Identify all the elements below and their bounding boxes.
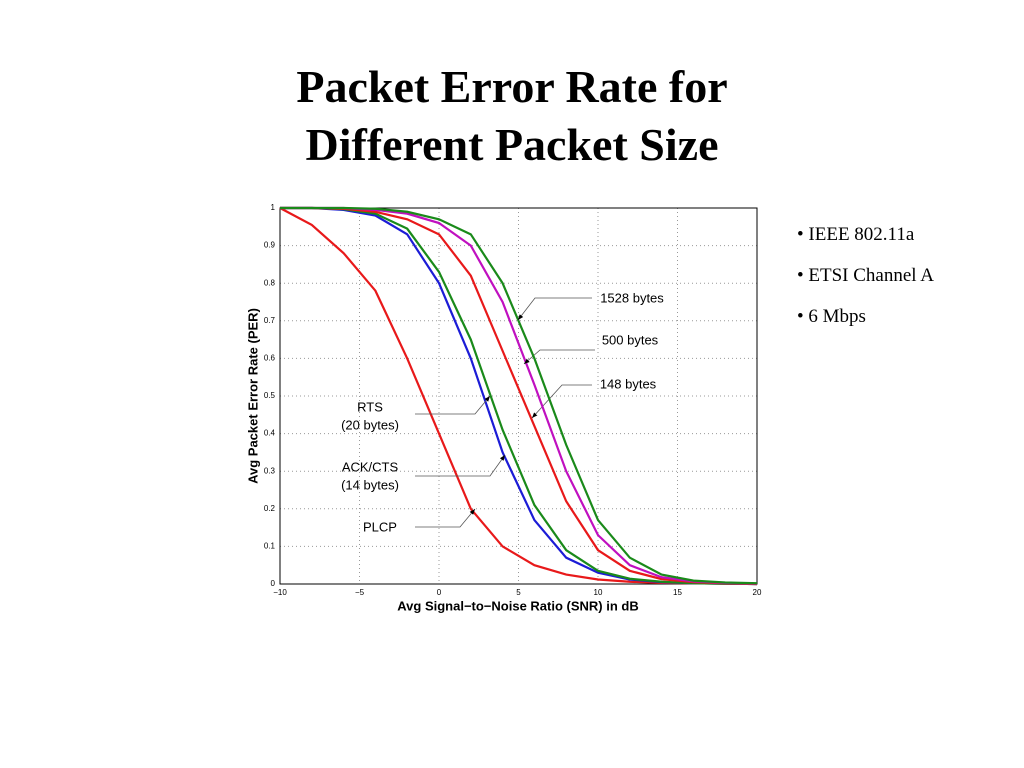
y-tick-label: 0.4 — [264, 429, 276, 438]
x-tick-label: −5 — [355, 588, 365, 597]
series-line — [280, 206, 758, 586]
x-tick-label: −10 — [273, 588, 287, 597]
annotation-arrow — [415, 454, 506, 477]
title-line: Different Packet Size — [305, 119, 719, 170]
series-label: RTS — [357, 399, 383, 414]
annotation-arrow — [523, 349, 595, 365]
series-label: 500 bytes — [602, 332, 659, 347]
x-tick-label: 15 — [673, 588, 682, 597]
y-tick-label: 1 — [271, 203, 276, 212]
bullet-list: IEEE 802.11a ETSI Channel A 6 Mbps — [797, 224, 934, 347]
bullet: IEEE 802.11a — [797, 224, 934, 265]
x-axis-label: Avg Signal−to−Noise Ratio (SNR) in dB — [397, 598, 638, 613]
series-label: (14 bytes) — [341, 477, 399, 492]
plot-frame — [279, 207, 758, 585]
y-tick-label: 0.5 — [264, 391, 276, 400]
title-line: Packet Error Rate for — [296, 61, 728, 112]
y-axis-label: Avg Packet Error Rate (PER) — [245, 308, 260, 484]
x-tick-label: 0 — [437, 588, 442, 597]
series-label: 1528 bytes — [600, 290, 664, 305]
bullet: 6 Mbps — [797, 306, 934, 347]
bullet: ETSI Channel A — [797, 265, 934, 306]
y-tick-label: 0.7 — [264, 316, 276, 325]
y-tick-label: 0.2 — [264, 504, 276, 513]
x-tick-label: 5 — [516, 588, 521, 597]
annotation-arrow — [415, 395, 491, 415]
x-tick-label: 20 — [753, 588, 762, 597]
x-tick-label: 10 — [594, 588, 603, 597]
annotation-arrow — [517, 297, 592, 321]
annotation-arrow — [415, 508, 476, 528]
y-tick-label: 0.9 — [264, 241, 276, 250]
series-label: 148 bytes — [600, 376, 657, 391]
series-label: ACK/CTS — [342, 459, 399, 474]
y-tick-label: 0.6 — [264, 354, 276, 363]
y-tick-label: 0.3 — [264, 466, 276, 475]
y-tick-label: 0.1 — [264, 542, 276, 551]
series-label: PLCP — [363, 519, 397, 534]
slide-title: Packet Error Rate for Different Packet S… — [0, 58, 1024, 174]
series-line — [280, 206, 758, 585]
y-tick-label: 0 — [271, 579, 276, 588]
series-label: (20 bytes) — [341, 417, 399, 432]
y-tick-label: 0.8 — [264, 278, 276, 287]
series-line — [280, 206, 758, 586]
